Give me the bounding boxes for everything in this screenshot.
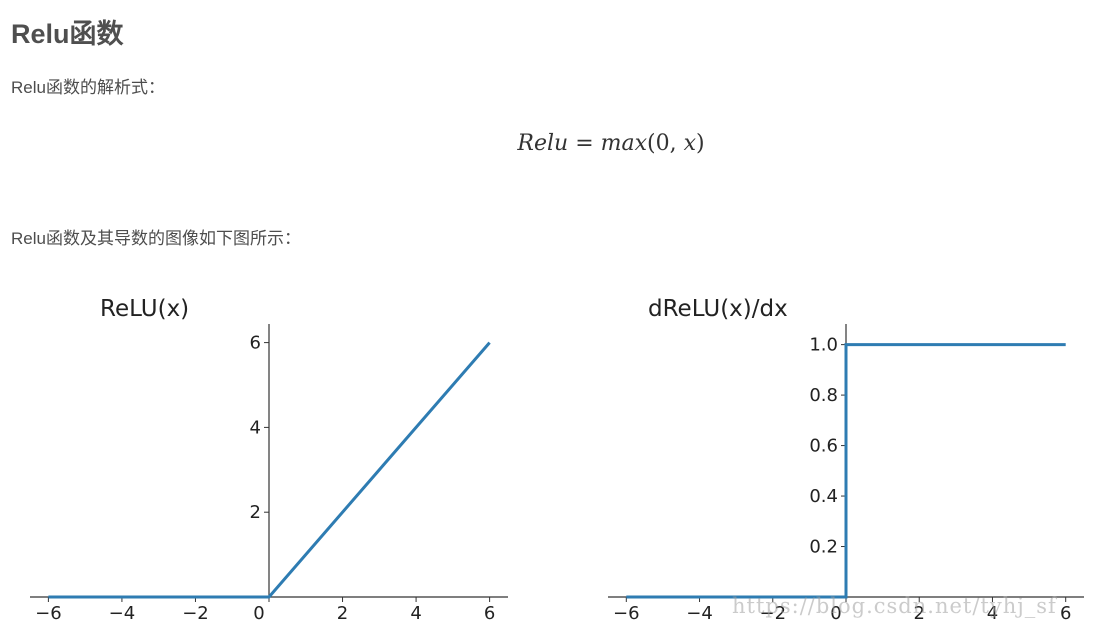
relu-y-tick-label: 4 (250, 417, 261, 438)
drelu-y-tick-label: 0.6 (809, 436, 838, 457)
drelu-y-tick-label: 0.8 (809, 385, 838, 406)
formula-lhs: Relu (517, 131, 569, 156)
relu-x-tick-label: 0 (253, 603, 264, 624)
drelu-chart-title: dReLU(x)/dx (648, 296, 788, 322)
relu-chart: ReLU(x) −6 −4 −2 0 2 4 6 2 4 6 (30, 296, 508, 624)
drelu-x-tick-label: 6 (1060, 603, 1071, 624)
relu-derivative-chart: dReLU(x)/dx −6 −4 −2 0 2 4 6 0.2 0.4 0.6 0.8 1.0 (608, 296, 1084, 624)
drelu-x-tick-label: −2 (759, 603, 786, 624)
formula-equals: = (575, 131, 594, 156)
relu-formula: Relu = max(0, x) (0, 131, 1111, 156)
drelu-series-line (626, 343, 1066, 599)
relu-x-tick-label: −4 (109, 603, 136, 624)
relu-y-tick-label: 2 (250, 502, 261, 523)
relu-x-tick-label: 4 (410, 603, 421, 624)
section-heading: Relu函数 (11, 19, 124, 49)
formula-intro-text: Relu函数的解析式： (11, 78, 165, 97)
drelu-x-tick-label: 4 (987, 603, 998, 624)
relu-x-tick-label: 6 (484, 603, 495, 624)
formula-func: max (600, 131, 648, 156)
relu-y-tick-label: 6 (250, 333, 261, 354)
drelu-x-tick-label: −4 (686, 603, 713, 624)
drelu-x-tick-label: 0 (830, 603, 841, 624)
drelu-y-tick-label: 0.4 (809, 486, 838, 507)
relu-x-tick-label: −2 (182, 603, 209, 624)
drelu-x-tick-label: −6 (613, 603, 640, 624)
formula-close: ) (696, 131, 705, 156)
watermark: https://blog.csdn.net/tyhj_sf (732, 594, 1057, 618)
relu-x-tick-label: 2 (337, 603, 348, 624)
drelu-y-tick-label: 1.0 (809, 335, 838, 356)
drelu-x-tick-label: 2 (914, 603, 925, 624)
relu-chart-title: ReLU(x) (100, 296, 189, 322)
drelu-y-tick-label: 0.2 (809, 537, 838, 558)
relu-series-line (48, 341, 491, 599)
plots-intro-text: Relu函数及其导数的图像如下图所示： (11, 229, 301, 248)
formula-var: x (683, 131, 697, 156)
formula-args: (0, (647, 131, 684, 156)
relu-x-tick-label: −6 (35, 603, 62, 624)
